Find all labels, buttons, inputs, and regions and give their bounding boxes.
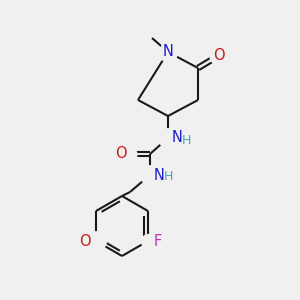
Text: O: O <box>116 146 127 161</box>
Text: H: H <box>182 134 191 146</box>
Text: F: F <box>154 233 162 248</box>
Text: O: O <box>80 233 91 248</box>
Text: N: N <box>172 130 183 146</box>
Text: H: H <box>164 170 173 184</box>
Text: N: N <box>163 44 173 59</box>
Text: N: N <box>154 167 165 182</box>
Text: O: O <box>213 47 225 62</box>
